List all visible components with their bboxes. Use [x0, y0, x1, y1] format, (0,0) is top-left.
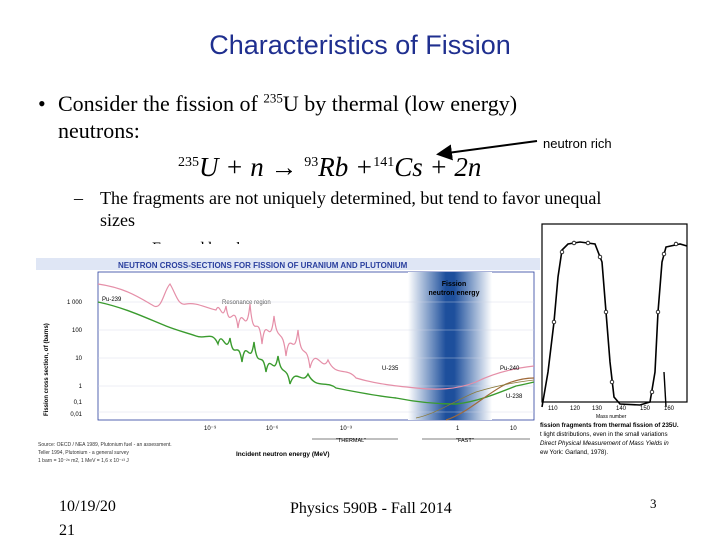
- mass-tick-140: 140: [616, 406, 627, 412]
- slide-title: Characteristics of Fission: [209, 30, 511, 60]
- band-label-2: neutron energy: [429, 290, 480, 297]
- source-line-3: 1 barn = 10⁻²⁸ m2, 1 MeV = 1,6 x 10⁻¹³ J: [38, 458, 129, 464]
- bullet-marker: •: [38, 91, 46, 116]
- mass-tick-150: 150: [640, 406, 651, 412]
- cross-section-plot: NEUTRON CROSS-SECTIONS FOR FISSION OF UR…: [36, 258, 540, 464]
- cross-section-figure: NEUTRON CROSS-SECTIONS FOR FISSION OF UR…: [36, 244, 540, 466]
- series-label-u238: U-238: [506, 394, 523, 400]
- x-tick-10: 10: [510, 426, 517, 432]
- cross-figure-title: NEUTRON CROSS-SECTIONS FOR FISSION OF UR…: [118, 261, 408, 270]
- y-tick-001: 0,01: [70, 412, 82, 418]
- band-label-1: Fission: [442, 281, 467, 288]
- mass-tick-130: 130: [592, 406, 603, 412]
- footer-date-line2: 21: [59, 522, 75, 539]
- eq-mass-cs: 141: [373, 155, 395, 170]
- source-line-2: Teller 1994, Plutonium - a general surve…: [38, 450, 129, 456]
- x-tick-1: 1: [456, 426, 460, 432]
- mass-xlabel: Mass number: [596, 414, 627, 420]
- eq-mass-u: 235: [178, 155, 199, 170]
- footer-date: 10/19/20 21: [59, 495, 116, 543]
- mass-caption-1: fission fragments from thermal fission o…: [540, 422, 679, 429]
- series-label-pu240: Pu-240: [500, 366, 520, 372]
- thermal-label: "THERMAL": [336, 438, 366, 444]
- mass-yield-points: [551, 240, 679, 395]
- y-axis-label: Fission cross section, σf (barns): [44, 323, 50, 416]
- x-tick-1e-6: 10⁻⁶: [266, 425, 279, 432]
- pu239-curve: [97, 283, 535, 390]
- u238-curve: [445, 377, 535, 421]
- mass-tick-160: 160: [664, 406, 675, 412]
- y-tick-10: 10: [75, 356, 82, 362]
- x-axis-label: Incident neutron energy (MeV): [236, 451, 330, 458]
- slide-number: 3: [650, 496, 657, 511]
- footer-date-line1: 10/19/20: [59, 498, 116, 515]
- footer-course: Physics 590B - Fall 2014: [290, 500, 452, 517]
- main-bullet-line1: Consider the fission of 235U by thermal …: [58, 90, 517, 117]
- sub-bullet-dash: –: [74, 188, 83, 208]
- mass-yield-frame: [541, 223, 688, 403]
- eq-term-rb: Rb +: [318, 152, 374, 182]
- mass-yield-plot: 110 120 130 140 150 160 Mass number fiss…: [540, 223, 688, 456]
- y-tick-1: 1: [79, 384, 83, 390]
- y-tick-100: 100: [72, 328, 83, 334]
- main-bullet: • Consider the fission of 235U by therma…: [38, 90, 517, 144]
- y-tick-01: 0,1: [74, 400, 83, 406]
- y-tick-1000: 1 000: [67, 300, 83, 306]
- series-label-pu239: Pu-239: [102, 297, 122, 303]
- figure-title-bar: [36, 258, 540, 270]
- sub-bullet-fragments: – The fragments are not uniquely determi…: [74, 187, 620, 231]
- main-bullet-line2: neutrons:: [58, 118, 140, 143]
- sub-bullet-1-text: The fragments are not uniquely determine…: [100, 188, 602, 230]
- mass-tick-120: 120: [570, 406, 581, 412]
- fission-equation: 235U + n → 93Rb +141Cs + 2n: [178, 152, 482, 182]
- mass-caption-4: ew York: Garland, 1978).: [540, 449, 608, 456]
- bullet-text-mid: U by thermal (low energy): [282, 91, 518, 116]
- source-line-1: Source: OECD / NEA 1989, Plutonium fuel …: [38, 442, 172, 448]
- eq-mass-rb: 93: [304, 155, 319, 170]
- bullet-superscript: 235: [263, 90, 283, 106]
- series-label-u235: U-235: [382, 366, 399, 372]
- fission-energy-band: [408, 272, 492, 420]
- resonance-label: Resonance region: [222, 300, 271, 306]
- x-tick-1e-9: 10⁻⁹: [204, 425, 217, 432]
- x-tick-1e-3: 10⁻³: [340, 426, 352, 432]
- eq-term-u: U + n: [199, 152, 264, 182]
- mass-yield-curve: [541, 241, 688, 408]
- mass-tick-110: 110: [548, 406, 558, 412]
- mass-caption-2: t light distributions, even in the small…: [540, 431, 668, 438]
- neutron-rich-annotation: neutron rich: [543, 136, 612, 151]
- mass-caption-3: Direct Physical Measurement of Mass Yiel…: [540, 440, 669, 447]
- u235-curve: [97, 301, 535, 405]
- eq-term-cs: Cs + 2n: [394, 152, 482, 182]
- fast-label: "FAST": [456, 438, 474, 444]
- mass-yield-figure: 110 120 130 140 150 160 Mass number fiss…: [540, 222, 690, 467]
- bullet-text-pre: Consider the fission of: [58, 91, 264, 116]
- pu240-curve: [415, 379, 535, 419]
